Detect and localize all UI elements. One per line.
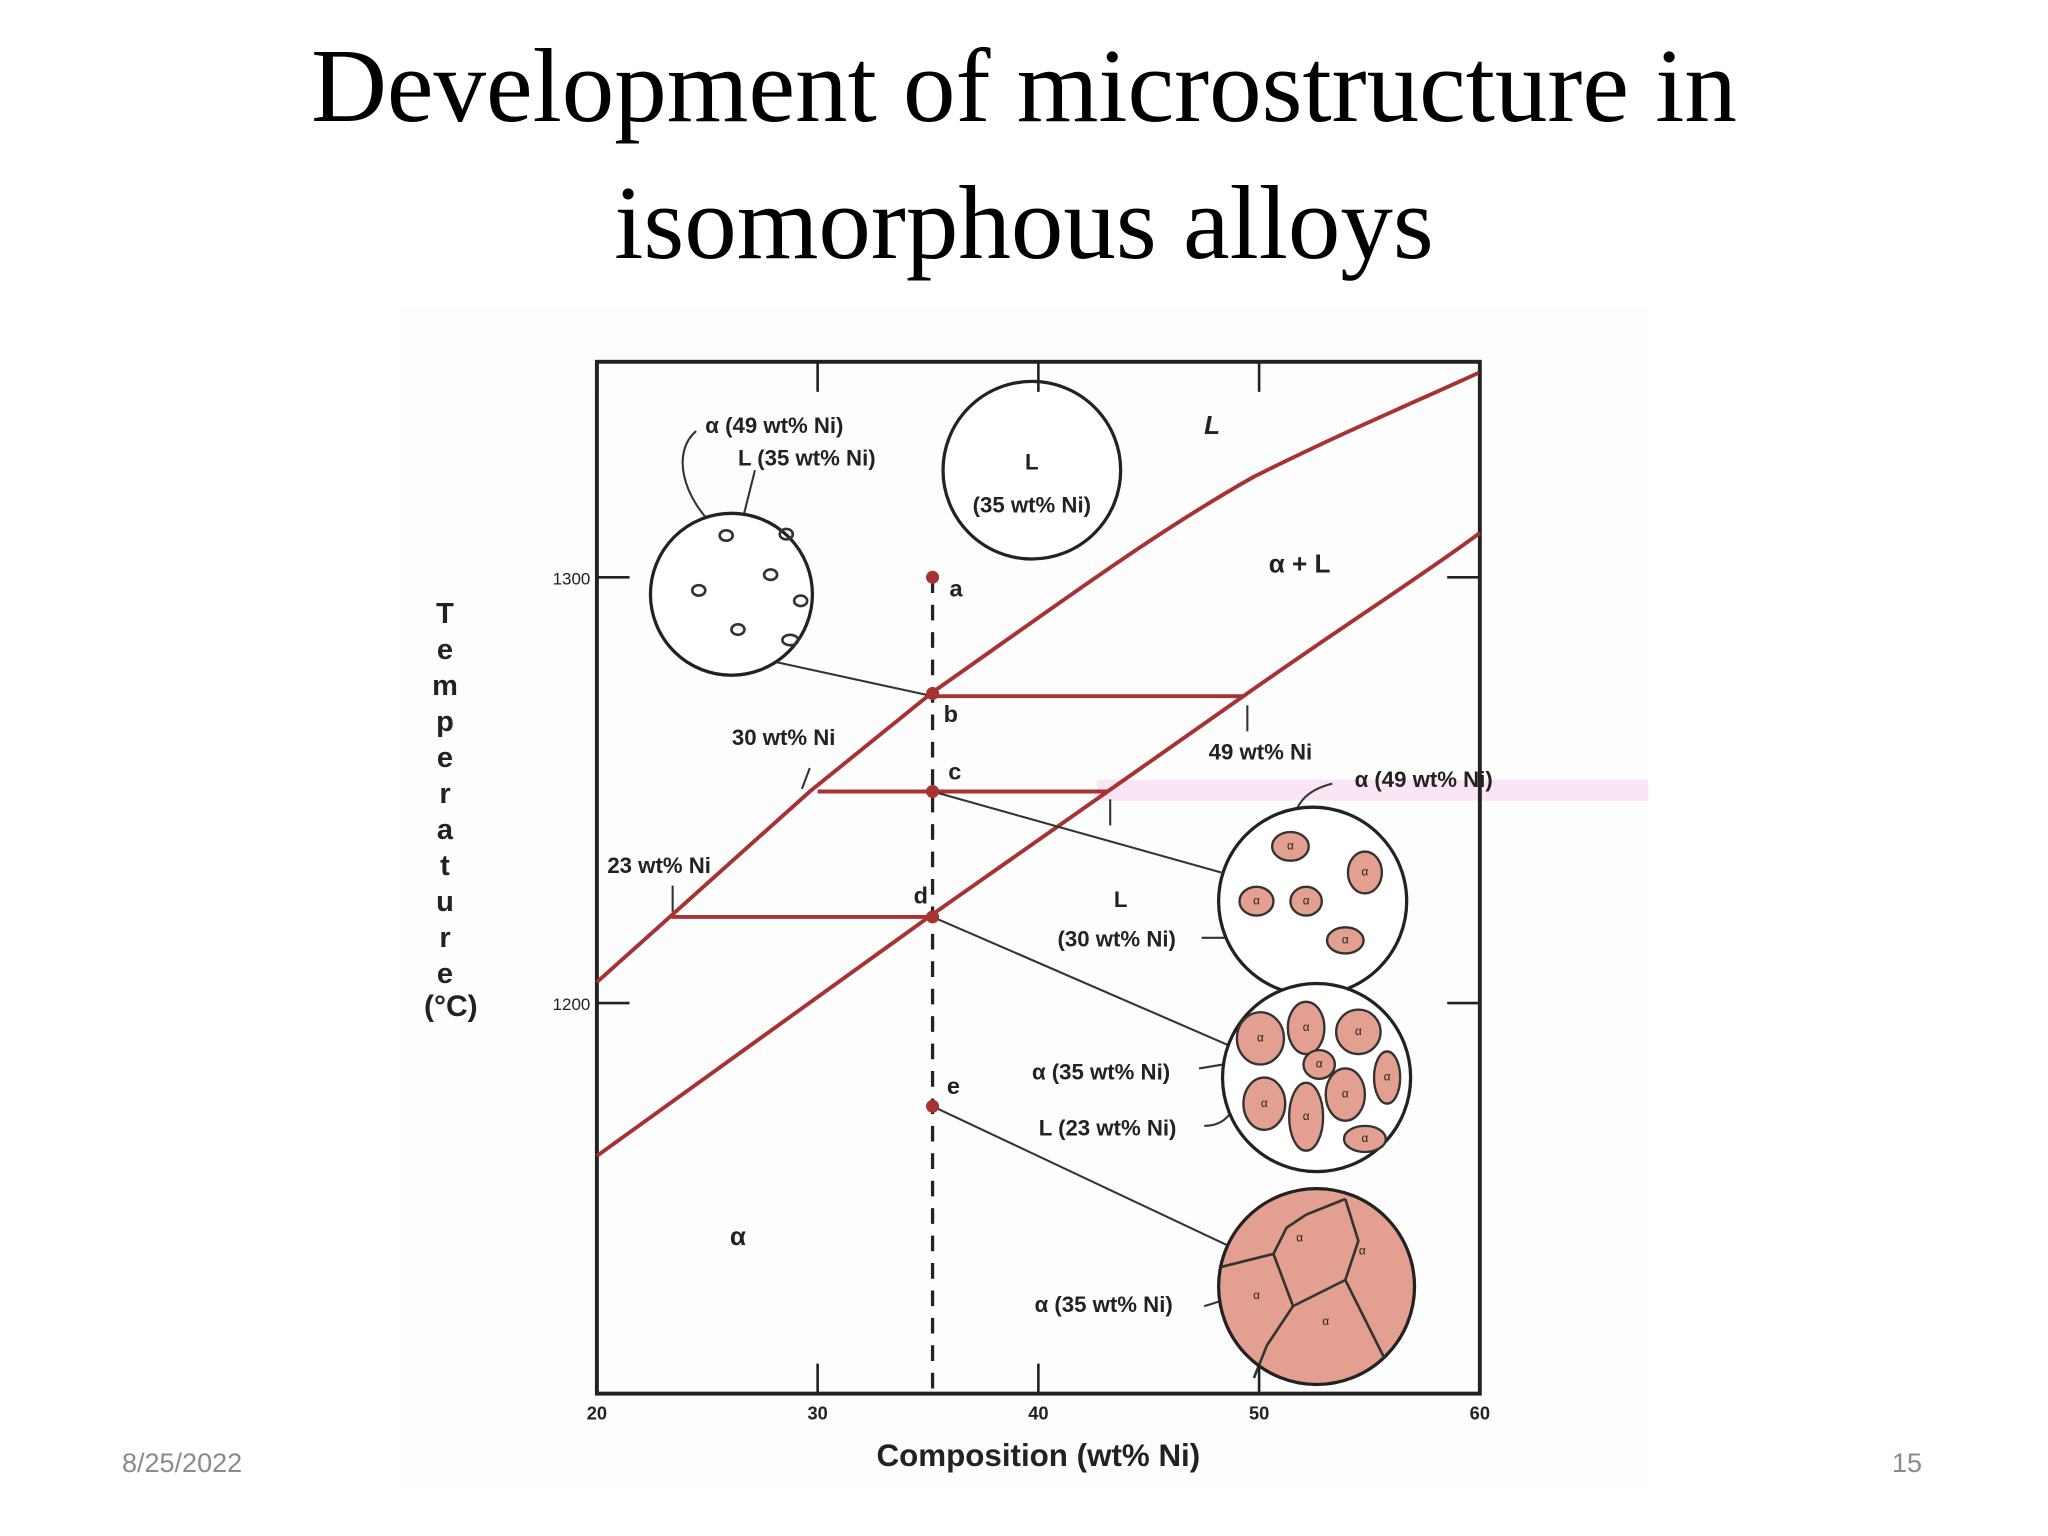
state-point-label: b xyxy=(944,701,958,727)
alpha-grain xyxy=(1286,1000,1326,1056)
grain-label: α xyxy=(1303,1110,1310,1123)
x-tick-label: 30 xyxy=(807,1402,827,1423)
x-tick-label: 40 xyxy=(1028,1402,1048,1423)
state-point xyxy=(926,1099,940,1113)
grain-label: α xyxy=(1384,1071,1391,1084)
grain-label: α xyxy=(1303,894,1310,907)
micro-a xyxy=(941,379,1123,561)
alpha-grain xyxy=(1287,1081,1325,1152)
liquidus-line xyxy=(595,370,1481,984)
annotation: 30 wt% Ni xyxy=(732,725,836,750)
region-label: L xyxy=(1204,410,1220,440)
annotation: L (23 wt% Ni) xyxy=(1039,1116,1177,1141)
annotation: α (35 wt% Ni) xyxy=(1032,1059,1170,1084)
annotation: L xyxy=(1114,887,1128,912)
grain-label: α xyxy=(1253,894,1260,907)
x-tick-label: 50 xyxy=(1249,1402,1269,1423)
slide-title: Development of microstructure in isomorp… xyxy=(311,27,1737,281)
state-point-label: d xyxy=(914,883,928,909)
alpha-grain xyxy=(1372,1050,1402,1105)
annotation: L xyxy=(1025,450,1039,475)
x-tick-label: 20 xyxy=(587,1402,607,1423)
slide-date: 8/25/2022 xyxy=(122,1448,243,1478)
grain-label: α xyxy=(1359,1244,1366,1257)
state-point xyxy=(926,910,940,924)
grain-label: α xyxy=(1342,934,1349,947)
grain-label: α xyxy=(1361,1132,1368,1145)
micro-b-nuclei xyxy=(690,527,809,647)
alpha-grain xyxy=(1325,926,1365,955)
grain-label: α xyxy=(1296,1231,1303,1244)
state-point-label: a xyxy=(950,576,964,602)
micro-b xyxy=(648,511,815,677)
x-tick-label: 60 xyxy=(1470,1402,1490,1423)
grain-label: α xyxy=(1361,866,1368,879)
grain-label: α xyxy=(1261,1097,1268,1110)
annotation: 49 wt% Ni xyxy=(1209,739,1313,764)
state-point xyxy=(926,687,940,701)
state-point xyxy=(926,784,940,799)
micro-e-boundaries xyxy=(1220,1197,1386,1379)
annotation: α (35 wt% Ni) xyxy=(1035,1292,1173,1317)
alpha-grain xyxy=(1235,1011,1286,1066)
state-point-label: e xyxy=(947,1073,960,1099)
y-tick-label: 1300 xyxy=(553,569,591,588)
annotation: α (49 wt% Ni) xyxy=(1355,767,1493,792)
alpha-grain xyxy=(1238,885,1275,917)
alpha-grain xyxy=(1346,850,1384,895)
grain-label: α xyxy=(1253,1289,1260,1302)
x-axis-label: Composition (wt% Ni) xyxy=(877,1438,1201,1473)
solidus-line xyxy=(595,531,1482,1158)
state-point-label: c xyxy=(948,758,961,784)
alpha-grain xyxy=(1242,1076,1287,1131)
annotation: (30 wt% Ni) xyxy=(1058,926,1176,951)
slide-number: 15 xyxy=(1892,1448,1923,1478)
grain-label: α xyxy=(1287,839,1294,852)
grain-label: α xyxy=(1342,1088,1349,1101)
annotation: 23 wt% Ni xyxy=(607,853,711,878)
grain-label: α xyxy=(1355,1025,1362,1038)
annotation: L (35 wt% Ni) xyxy=(738,446,876,471)
annotation: (35 wt% Ni) xyxy=(973,493,1091,518)
region-label: α + L xyxy=(1269,548,1331,578)
highlight-band xyxy=(1097,779,1649,801)
y-axis-label: Temperature xyxy=(429,598,461,994)
alpha-grain xyxy=(1302,1048,1337,1081)
alpha-grain xyxy=(1342,1124,1387,1154)
y-axis-unit: (°C) xyxy=(424,990,478,1023)
alpha-grain xyxy=(1324,1067,1367,1122)
grain-label: α xyxy=(1322,1315,1329,1328)
y-tick-label: 1200 xyxy=(553,995,591,1014)
grain-label: α xyxy=(1257,1031,1264,1044)
region-label: α xyxy=(730,1221,746,1251)
alpha-grain xyxy=(1270,830,1310,862)
state-point xyxy=(926,570,940,584)
alpha-grain xyxy=(1289,885,1323,917)
grain-label: α xyxy=(1316,1058,1323,1071)
annotation: α (49 wt% Ni) xyxy=(705,413,843,438)
alpha-grain xyxy=(1334,1008,1382,1056)
micro-e xyxy=(1216,1186,1417,1387)
grain-label: α xyxy=(1303,1021,1310,1034)
